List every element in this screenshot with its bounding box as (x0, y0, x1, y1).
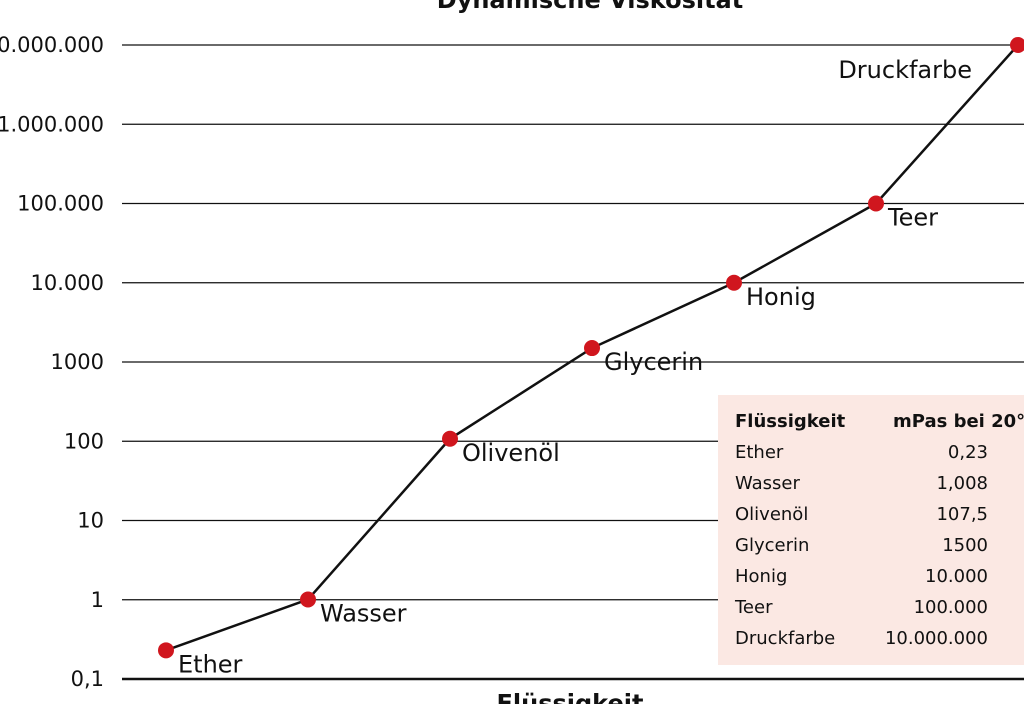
table-cell: Honig (735, 566, 787, 587)
table-cell: Teer (734, 597, 773, 618)
table-cell: 107,5 (936, 504, 988, 525)
y-tick-label: 100 (64, 429, 104, 453)
y-tick-label: 100.000 (17, 192, 104, 216)
table-cell: Olivenöl (735, 504, 808, 525)
table-header: mPas bei 20°C (893, 411, 1024, 432)
table-cell: Ether (735, 442, 784, 463)
y-tick-label: 1.000.000 (0, 112, 104, 136)
table-cell: Druckfarbe (735, 628, 835, 649)
y-tick-label: 1 (91, 588, 104, 612)
point (442, 430, 458, 447)
x-axis-label: Flüssigkeit (497, 690, 644, 704)
point-label: Wasser (320, 599, 407, 627)
table-cell: 10.000 (925, 566, 988, 587)
point-label: Olivenöl (462, 439, 560, 467)
table-cell: Glycerin (735, 535, 809, 556)
table-cell: Wasser (735, 473, 801, 494)
y-tick-label: 10 (77, 509, 104, 533)
chart-title: Dynamische Viskosität (437, 0, 743, 14)
y-tick-label: 1000 (51, 350, 104, 374)
point (584, 340, 600, 357)
table-cell: 100.000 (914, 597, 988, 618)
point-label: Glycerin (604, 348, 703, 376)
point (300, 591, 316, 608)
point (868, 195, 884, 212)
point (1010, 37, 1024, 53)
point-label: Ether (178, 650, 243, 678)
y-tick-label: 10.000.000 (0, 33, 104, 57)
table-cell: 1500 (942, 535, 988, 556)
table-cell: 10.000.000 (885, 628, 988, 649)
point-label: Honig (746, 283, 816, 311)
table-cell: 1,008 (936, 473, 988, 494)
table-cell: 0,23 (948, 442, 988, 463)
table-background (718, 395, 1024, 665)
point (158, 642, 174, 659)
y-tick-label: 0,1 (71, 667, 104, 691)
table-header: Flüssigkeit (735, 411, 846, 432)
point-label: Druckfarbe (838, 56, 972, 84)
y-tick-label: 10.000 (31, 271, 104, 295)
point (726, 274, 742, 291)
point-label: Teer (887, 204, 938, 232)
